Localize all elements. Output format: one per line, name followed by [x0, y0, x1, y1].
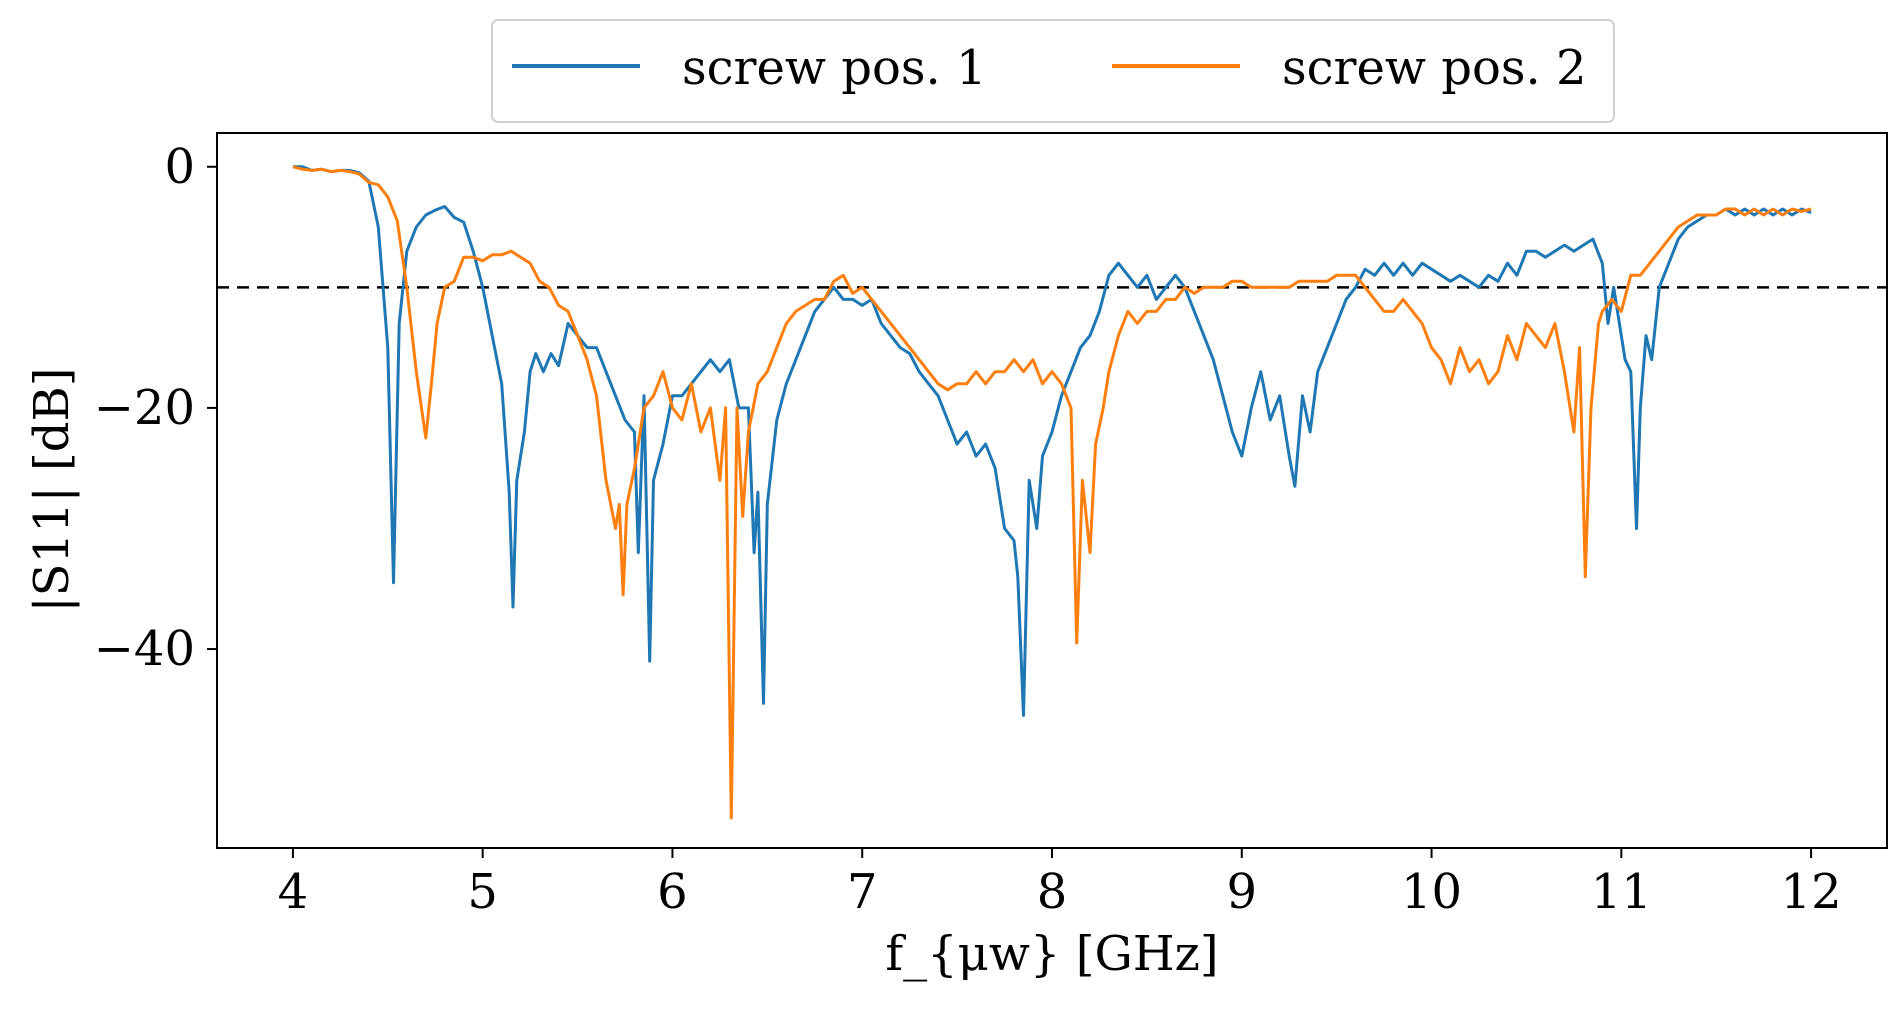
y-tick-label: 0 [164, 139, 195, 195]
y-axis-label: |S11| [dB] [24, 367, 80, 612]
legend-label-series-2: screw pos. 2 [1282, 40, 1587, 96]
legend-label-series-1: screw pos. 1 [682, 40, 987, 96]
series-line-screw-pos-2 [292, 165, 1812, 820]
x-tick-label: 5 [467, 864, 498, 920]
legend-box [491, 19, 1615, 123]
x-tick-label: 6 [657, 864, 688, 920]
x-tick-label: 9 [1226, 864, 1257, 920]
legend: screw pos. 1 screw pos. 2 [491, 19, 1615, 123]
x-tick-label: 4 [278, 864, 309, 920]
series-line-screw-pos-1 [292, 165, 1812, 717]
x-tick-label: 8 [1037, 864, 1068, 920]
x-tick-label: 11 [1591, 864, 1652, 920]
x-tick-label: 10 [1401, 864, 1462, 920]
y-tick-label: −20 [94, 380, 195, 436]
x-tick-label: 12 [1781, 864, 1842, 920]
x-axis-ticks: 4 5 6 7 8 9 10 11 12 [278, 848, 1842, 920]
y-axis-ticks: 0 −20 −40 [94, 139, 217, 677]
x-axis-label: f_{μw} [GHz] [885, 926, 1218, 982]
x-tick-label: 7 [847, 864, 878, 920]
y-tick-label: −40 [94, 621, 195, 677]
